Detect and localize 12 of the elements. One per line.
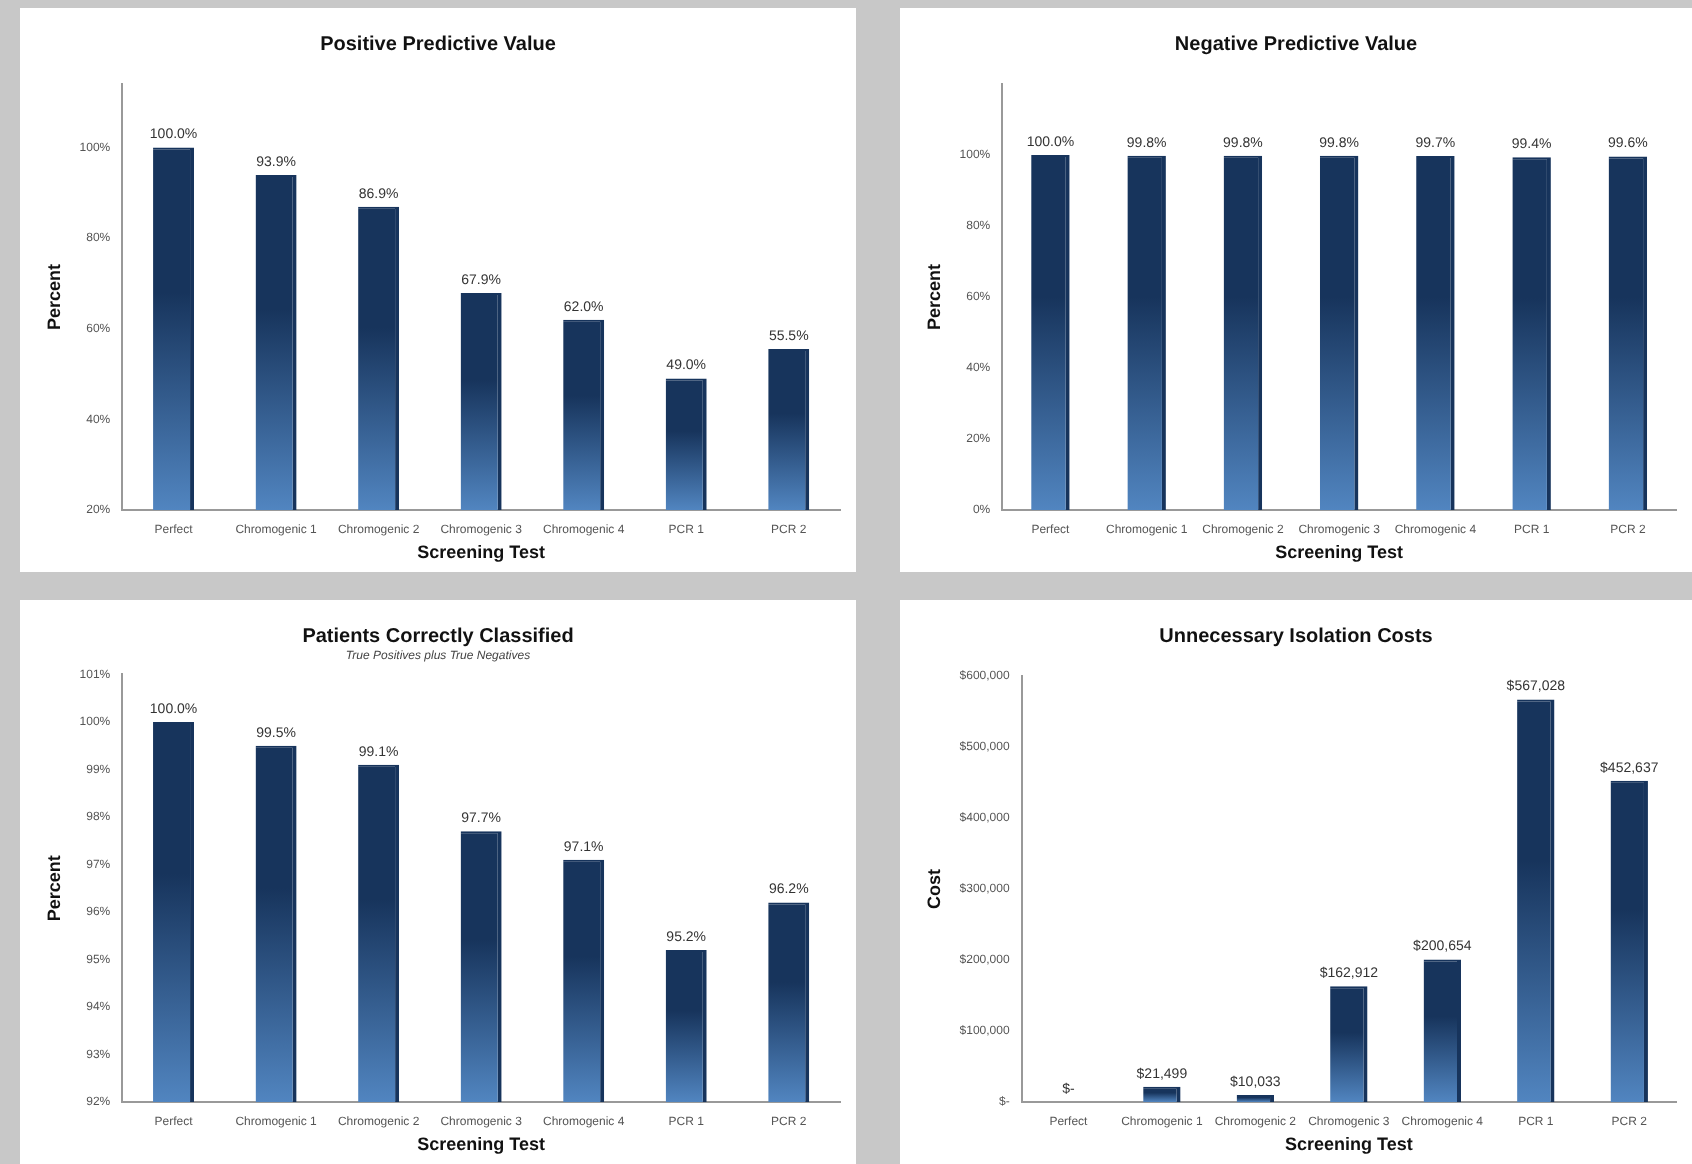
chart-title: Negative Predictive Value — [1174, 33, 1419, 56]
chart-title: Unnecessary Isolation Costs — [1159, 625, 1434, 648]
chart-title: Positive Predictive Value — [320, 33, 557, 56]
y-axis-title: Percent — [43, 263, 64, 331]
x-axis-title: Screening Test — [417, 542, 546, 563]
y-axis-title: Percent — [43, 855, 64, 922]
y-axis-title: Percent — [923, 263, 944, 331]
y-axis-title: Cost — [923, 869, 944, 909]
x-axis-title: Screening Test — [1284, 1134, 1413, 1155]
x-axis-title: Screening Test — [417, 1134, 546, 1155]
x-axis-title: Screening Test — [1275, 542, 1404, 563]
chart-title: Patients Correctly Classified — [302, 625, 574, 648]
